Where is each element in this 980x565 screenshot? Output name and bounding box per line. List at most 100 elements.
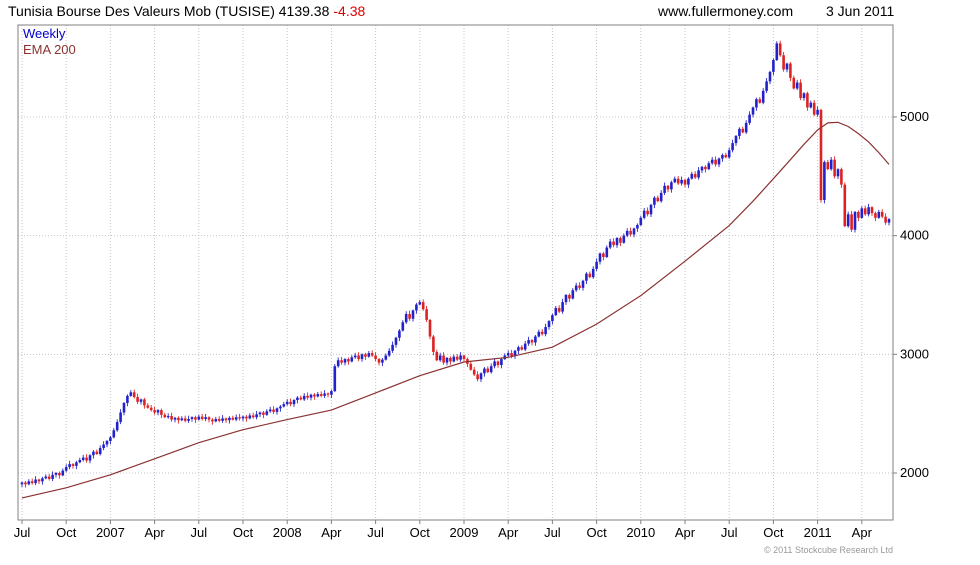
x-axis-label: Apr xyxy=(498,525,519,540)
candle xyxy=(673,178,677,183)
candle xyxy=(581,280,585,288)
y-axis-label: 4000 xyxy=(900,228,929,243)
x-axis-label: 2011 xyxy=(804,525,832,540)
site-url: www.fullermoney.com xyxy=(658,3,794,19)
candle xyxy=(537,331,541,337)
candle xyxy=(265,411,269,415)
candle xyxy=(95,451,99,455)
price-change: -4.38 xyxy=(333,3,366,19)
candle xyxy=(20,482,24,485)
candle xyxy=(251,415,255,418)
candle xyxy=(656,197,660,202)
candle xyxy=(595,261,598,269)
candle xyxy=(476,374,479,380)
candle xyxy=(602,253,605,258)
candle xyxy=(857,211,860,218)
chart-area: 2000 3000 4000 5000 Jul Oct 2007 Apr Jul Oct 2008 A… xyxy=(0,21,980,565)
candle xyxy=(347,359,350,362)
candle xyxy=(690,173,694,179)
header-bar: Tunisia Bourse Des Valeurs Mob (TUSISE) … xyxy=(0,0,980,21)
candle xyxy=(136,397,139,402)
chart-title: Tunisia Bourse Des Valeurs Mob (TUSISE) … xyxy=(8,3,365,19)
candle xyxy=(605,247,609,258)
candle xyxy=(809,102,813,108)
ema-polyline xyxy=(21,121,890,499)
candle xyxy=(149,407,153,411)
candle xyxy=(731,143,734,151)
candle xyxy=(51,474,54,479)
candle xyxy=(408,313,411,319)
candle xyxy=(588,273,592,278)
x-axis-label: Jul xyxy=(367,525,384,540)
candle xyxy=(534,336,537,343)
x-axis-label: Jul xyxy=(544,525,561,540)
x-axis-label: 2007 xyxy=(96,525,125,540)
candle xyxy=(102,444,105,449)
candle xyxy=(81,457,85,460)
candle xyxy=(887,219,891,223)
candle xyxy=(170,416,173,420)
x-axis-label: Jul xyxy=(721,525,738,540)
x-axis-label: Oct xyxy=(56,525,77,540)
candle xyxy=(68,464,71,468)
candle xyxy=(238,417,241,419)
candle xyxy=(163,414,167,418)
x-axis-label: Apr xyxy=(321,525,342,540)
candle xyxy=(489,366,493,373)
candle xyxy=(309,394,313,398)
candle xyxy=(340,360,343,363)
candle xyxy=(166,416,170,418)
candle xyxy=(636,224,639,229)
candle xyxy=(585,273,588,281)
candle xyxy=(248,415,252,419)
candle xyxy=(180,418,184,421)
candle xyxy=(649,204,653,215)
candle xyxy=(316,394,320,397)
candle xyxy=(255,414,258,418)
candle xyxy=(462,355,466,360)
candle xyxy=(221,418,224,421)
candle xyxy=(34,479,37,484)
candle xyxy=(734,135,738,144)
candle xyxy=(109,437,112,441)
candle xyxy=(483,368,486,374)
candle xyxy=(207,417,211,420)
candle xyxy=(438,355,442,361)
x-axis-label: Jul xyxy=(14,525,31,540)
x-axis-label: Jul xyxy=(190,525,207,540)
candle xyxy=(612,241,615,246)
candle xyxy=(391,344,394,351)
candle xyxy=(197,416,201,420)
candle xyxy=(799,82,802,98)
candle xyxy=(846,214,850,227)
candle xyxy=(401,322,405,331)
candle xyxy=(71,464,75,466)
candle xyxy=(112,430,116,438)
candle xyxy=(860,208,864,218)
candle xyxy=(234,417,238,420)
candle xyxy=(632,228,636,235)
candle xyxy=(867,207,870,215)
ema-legend-label: EMA 200 xyxy=(23,42,76,57)
instrument-name-and-price: Tunisia Bourse Des Valeurs Mob (TUSISE) … xyxy=(8,3,330,19)
candle xyxy=(428,319,432,337)
candle xyxy=(214,419,218,422)
candle xyxy=(336,360,340,367)
candle xyxy=(710,159,714,164)
candle xyxy=(486,368,490,373)
candle xyxy=(666,185,670,190)
candles-layer xyxy=(20,40,891,488)
candle xyxy=(697,170,700,178)
x-axis-label: 2009 xyxy=(450,525,479,540)
candle xyxy=(506,353,510,356)
candle xyxy=(700,166,704,171)
candle xyxy=(561,302,564,312)
candle xyxy=(625,230,629,236)
candle xyxy=(863,208,867,215)
candle xyxy=(132,392,136,398)
x-axis-label: Oct xyxy=(586,525,607,540)
candle xyxy=(381,359,384,363)
candle xyxy=(642,210,646,218)
candle xyxy=(326,393,330,395)
candle xyxy=(122,402,126,413)
